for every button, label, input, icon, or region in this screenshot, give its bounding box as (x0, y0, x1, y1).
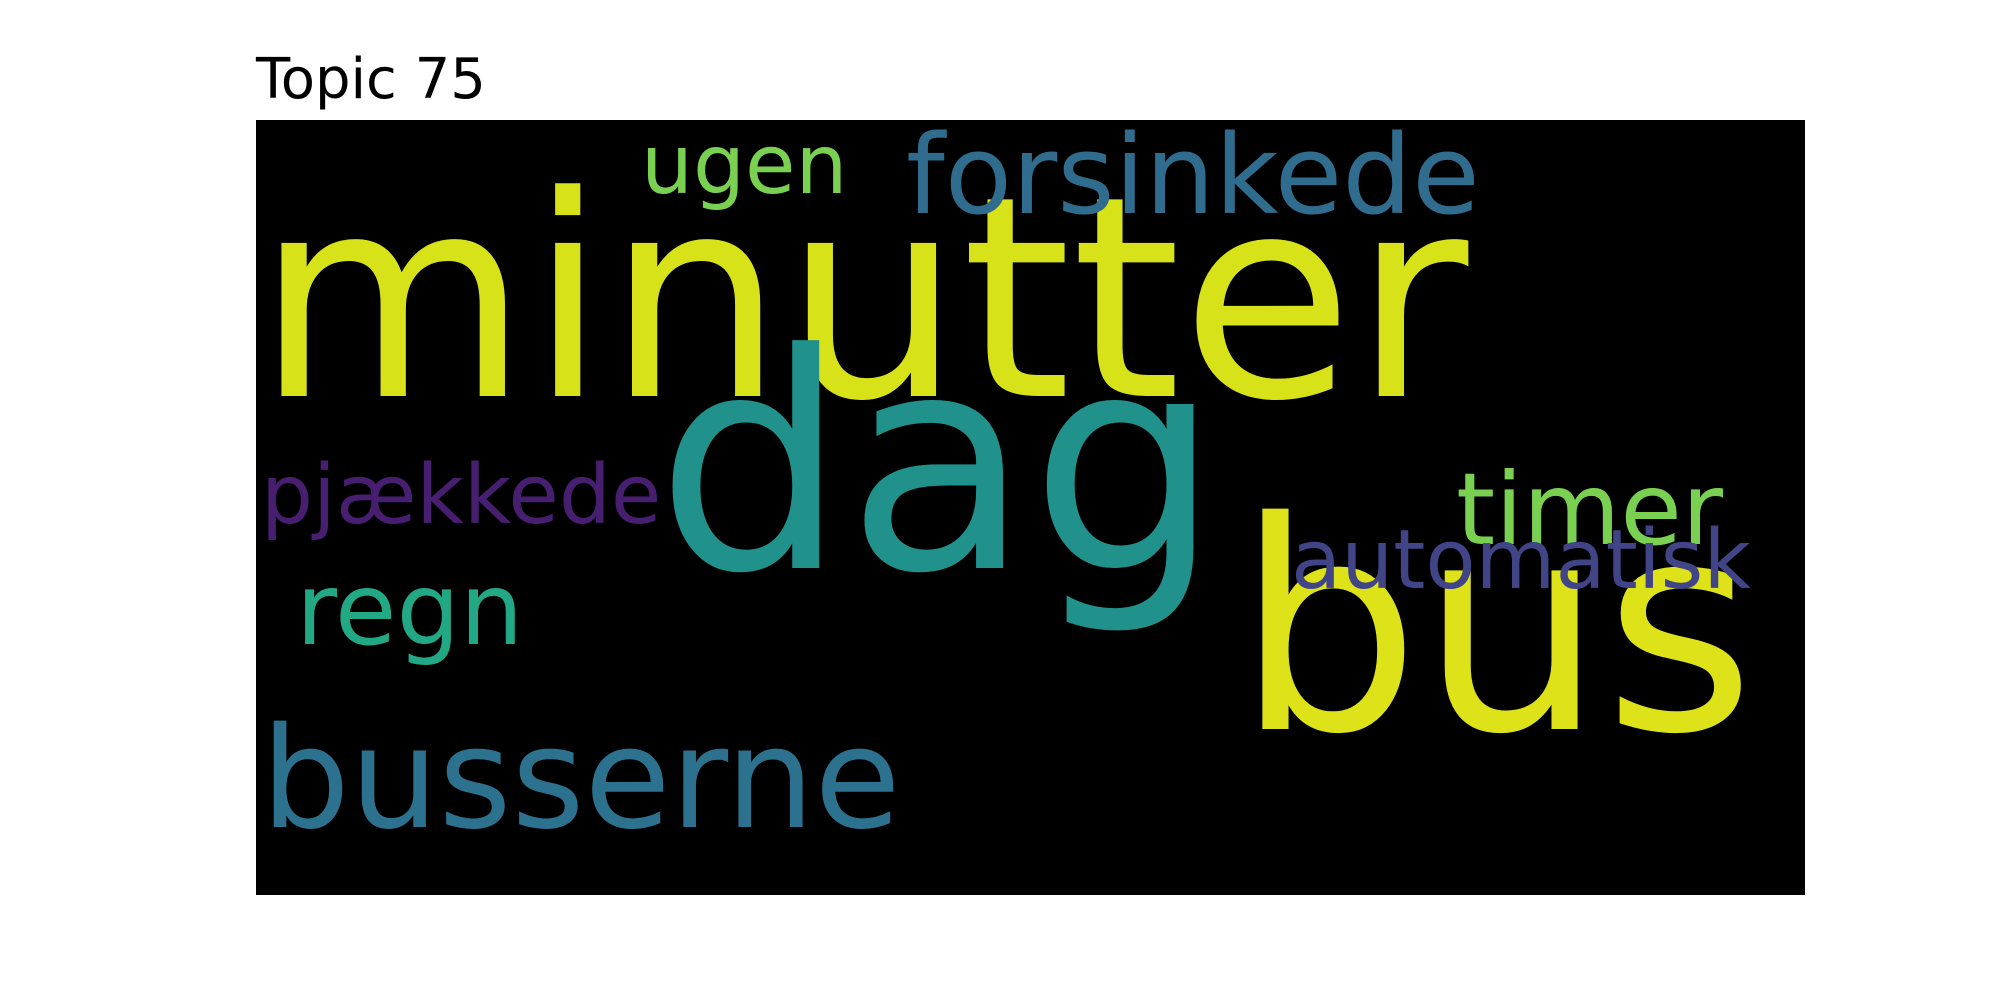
word-regn: regn (296, 551, 524, 668)
word-timer: timer (1456, 451, 1724, 568)
chart-title: Topic 75 (256, 47, 486, 112)
word-cloud: minutter dag bus busserne forsinkede timer reg… (256, 120, 1805, 895)
word-bus: bus (1236, 461, 1755, 798)
word-automatisk: automatisk (1291, 513, 1751, 608)
word-ugen: ugen (641, 120, 848, 213)
word-busserne: busserne (261, 698, 901, 861)
word-minutter: minutter (256, 137, 1469, 463)
word-dag: dag (656, 290, 1221, 639)
word-pjækkede: pjækkede (261, 448, 662, 543)
word-forsinkede: forsinkede (906, 120, 1480, 239)
